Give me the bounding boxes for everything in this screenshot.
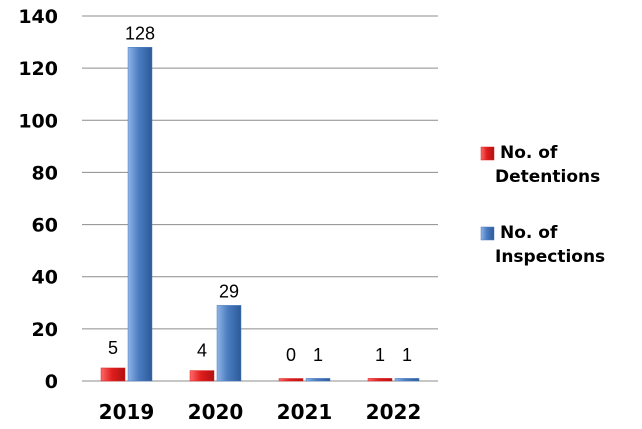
data-label: 1: [375, 345, 385, 365]
bars: [100, 47, 420, 382]
y-tick-label: 40: [32, 267, 58, 289]
legend-label-line: Detentions: [495, 167, 600, 187]
legend-swatch: [480, 226, 495, 241]
x-tick-label: 2022: [366, 400, 422, 424]
data-label: 0: [286, 345, 296, 365]
bar: [100, 367, 126, 382]
legend-swatch: [480, 146, 495, 161]
bar: [278, 378, 304, 382]
y-tick-label: 80: [32, 162, 58, 184]
data-label: 4: [197, 341, 207, 361]
data-label: 1: [402, 345, 412, 365]
legend-label-line: No. of: [500, 223, 558, 243]
y-tick-label: 60: [32, 215, 58, 237]
data-label: 1: [313, 345, 323, 365]
data-label: 29: [219, 281, 239, 301]
bar: [394, 378, 420, 382]
legend-label: No. of Inspections: [495, 223, 605, 267]
legend-label: No. of Detentions: [495, 143, 600, 187]
data-label: 5: [108, 338, 118, 358]
legend: No. of Detentions No. of Inspections: [480, 143, 605, 267]
y-tick-label: 100: [18, 110, 58, 132]
x-tick-label: 2021: [277, 400, 333, 424]
y-tick-label: 120: [18, 58, 58, 80]
bar: [216, 305, 242, 382]
x-tick-label: 2019: [99, 400, 155, 424]
x-axis: 2019 2020 2021 2022: [99, 400, 422, 424]
x-tick-label: 2020: [188, 400, 244, 424]
data-label: 128: [125, 23, 155, 43]
bar: [367, 378, 393, 382]
y-tick-label: 0: [45, 371, 58, 393]
legend-label-line: Inspections: [495, 247, 605, 267]
legend-label-line: No. of: [500, 143, 558, 163]
y-tick-label: 20: [32, 319, 58, 341]
bar: [305, 378, 331, 382]
bar: [189, 370, 215, 382]
bar: [127, 47, 153, 382]
y-tick-label: 140: [18, 6, 58, 28]
